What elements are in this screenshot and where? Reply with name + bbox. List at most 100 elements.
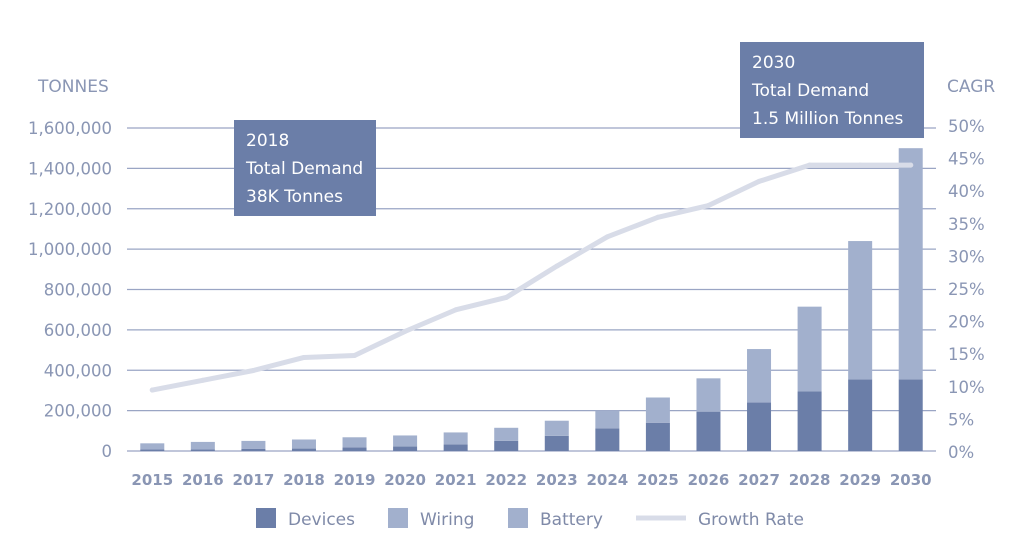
legend-swatch-battery — [508, 508, 528, 528]
x-tick-label: 2028 — [789, 471, 831, 489]
x-tick-label: 2023 — [536, 471, 578, 489]
bar-devices — [190, 449, 215, 451]
callout-box — [740, 42, 924, 138]
bar-wiring — [494, 427, 519, 441]
callout-text: 1.5 Million Tonnes — [752, 109, 903, 129]
callout-text: 2030 — [752, 53, 795, 73]
y2-tick-label: 20% — [948, 313, 985, 332]
x-tick-label: 2015 — [131, 471, 173, 489]
x-tick-label: 2022 — [485, 471, 527, 489]
callouts: 2018 Total Demand 38K Tonnes 2030 Total Dema… — [234, 42, 924, 216]
growth-line — [149, 162, 914, 393]
growth-rate-point — [149, 387, 155, 393]
growth-rate-point — [301, 354, 307, 360]
bar-devices — [747, 402, 772, 451]
y2-tick-label: 5% — [948, 410, 974, 429]
growth-rate-point — [402, 328, 408, 334]
bar-devices — [898, 379, 923, 451]
x-tick-label: 2027 — [738, 471, 780, 489]
bar-devices — [595, 428, 620, 451]
y-tick-label: 400,000 — [44, 361, 112, 380]
y2-tick-label: 0% — [948, 443, 974, 462]
bar-wiring — [140, 443, 165, 450]
x-tick-label: 2021 — [435, 471, 477, 489]
growth-rate-point — [655, 214, 661, 220]
x-tick-label: 2025 — [637, 471, 679, 489]
x-tick-label: 2024 — [586, 471, 628, 489]
bar-wiring — [544, 420, 569, 436]
bar-wiring — [393, 435, 418, 447]
callout-text: Total Demand — [245, 159, 363, 179]
x-tick-label: 2019 — [334, 471, 376, 489]
y-tick-label: 800,000 — [44, 281, 112, 300]
bar-wiring — [190, 441, 215, 450]
y2-tick-label: 50% — [948, 117, 985, 136]
bar-wiring — [291, 439, 316, 449]
y2-tick-label: 10% — [948, 378, 985, 397]
growth-rate-point — [503, 294, 509, 300]
growth-rate-point — [857, 162, 863, 168]
x-tick-label: 2026 — [688, 471, 730, 489]
y2-tick-label: 30% — [948, 247, 985, 266]
callout-text: Total Demand — [751, 81, 869, 101]
right-axis-ticks: 0% 5% 10% 15% 20% 25% 30% 35% 40% 45% 50% — [948, 117, 985, 462]
y2-tick-label: 25% — [948, 280, 985, 299]
x-tick-label: 2030 — [890, 471, 932, 489]
growth-rate-point — [250, 368, 256, 373]
growth-rate-point — [200, 377, 206, 383]
y-tick-label: 600,000 — [44, 321, 112, 340]
x-tick-label: 2017 — [233, 471, 275, 489]
bar-devices — [848, 379, 873, 451]
growth-rate-point — [453, 307, 459, 313]
x-axis-ticks: 2015 2016 2017 2018 2019 2020 2021 2022 2023 2024… — [131, 471, 931, 489]
bar-devices — [544, 435, 569, 451]
bar-wiring — [747, 349, 772, 403]
bar-devices — [494, 440, 519, 451]
y2-tick-label: 40% — [948, 182, 985, 201]
bar-wiring — [696, 378, 721, 412]
legend-swatch-devices — [256, 508, 276, 528]
callout-text: 38K Tonnes — [246, 187, 343, 207]
y-axis-title: TONNES — [37, 77, 109, 97]
callout-text: 2018 — [246, 131, 289, 151]
x-tick-label: 2018 — [283, 471, 325, 489]
x-tick-label: 2029 — [839, 471, 881, 489]
growth-rate-point — [756, 178, 762, 184]
bar-wiring — [595, 410, 620, 429]
growth-rate-point — [705, 203, 711, 209]
legend-label: Wiring — [420, 510, 474, 530]
y-tick-label: 1,000,000 — [28, 240, 112, 259]
growth-rate-point — [554, 263, 560, 269]
growth-rate-point — [807, 162, 813, 168]
growth-rate-point — [352, 353, 358, 359]
bar-wiring — [645, 397, 670, 423]
bar-devices — [645, 422, 670, 451]
bar-wiring — [848, 241, 873, 380]
bar-devices — [291, 448, 316, 451]
bar-devices — [443, 444, 468, 451]
bar-devices — [797, 391, 822, 451]
bar-devices — [393, 446, 418, 451]
y-tick-label: 0 — [102, 442, 113, 461]
legend-label: Battery — [540, 510, 603, 530]
y2-axis-title: CAGR — [947, 77, 995, 97]
growth-rate-point — [908, 162, 914, 168]
growth-rate-point — [604, 234, 610, 240]
bar-wiring — [241, 440, 266, 449]
legend-swatch-wiring — [388, 508, 408, 528]
y2-tick-label: 35% — [948, 215, 985, 234]
y-tick-label: 1,600,000 — [28, 119, 112, 138]
bar-wiring — [342, 437, 367, 448]
bar-devices — [241, 448, 266, 451]
y-tick-label: 200,000 — [44, 402, 112, 421]
left-axis-ticks: 0 200,000 400,000 600,000 800,000 1,000,000 1,… — [28, 119, 112, 461]
bar-devices — [140, 449, 165, 451]
bar-wiring — [797, 306, 822, 392]
growth-rate-line — [149, 162, 914, 393]
bar-wiring — [898, 148, 923, 380]
bars — [140, 148, 923, 451]
x-tick-label: 2016 — [182, 471, 224, 489]
y-tick-label: 1,400,000 — [28, 159, 112, 178]
x-tick-label: 2020 — [384, 471, 426, 489]
